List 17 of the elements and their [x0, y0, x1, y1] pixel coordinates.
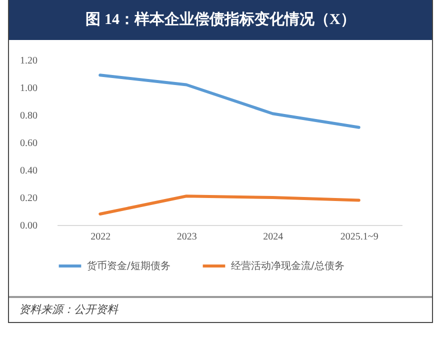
y-tick-label: 0.20: [20, 193, 38, 204]
x-tick-label: 2024: [263, 232, 284, 242]
chart-title: 图 14：样本企业偿债指标变化情况（X）: [9, 0, 432, 40]
x-tick-label: 2022: [90, 232, 111, 242]
y-tick-label: 0.40: [20, 166, 38, 176]
x-tick-label: 2023: [176, 232, 197, 242]
line-series: [98, 74, 360, 129]
text: 资料来源：公开资料: [9, 296, 432, 321]
x-tick-label: 2025.1~9: [340, 232, 378, 242]
legend-label: 经营活动净现金流/总债务: [231, 260, 344, 272]
y-tick-label: 1.20: [20, 56, 38, 66]
y-tick-label: 0.00: [20, 220, 38, 232]
y-tick-label: 0.80: [20, 110, 38, 122]
legend-label: 货币资金/短期债务: [87, 260, 170, 272]
y-tick-label: 0.60: [20, 138, 38, 149]
y-tick-label: 1.00: [20, 83, 38, 94]
line-series: [98, 194, 360, 216]
